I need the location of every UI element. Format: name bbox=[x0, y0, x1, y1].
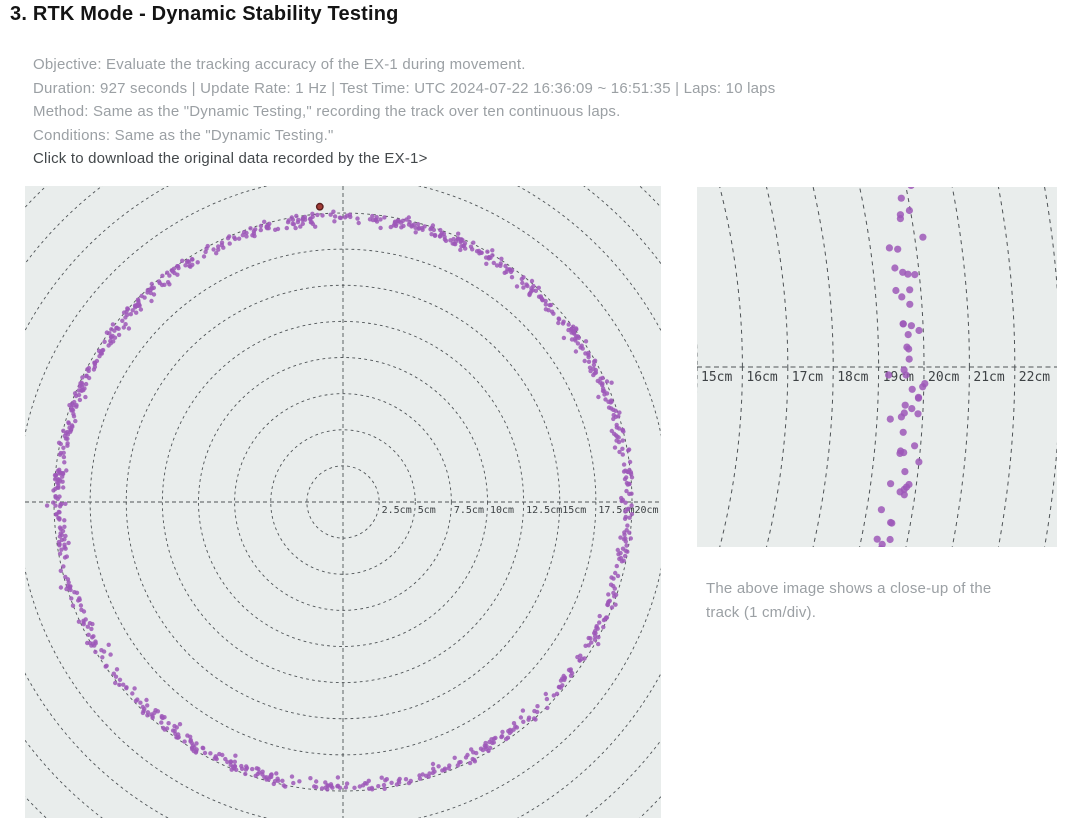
svg-text:17cm: 17cm bbox=[792, 370, 823, 385]
closeup-caption: The above image shows a close-up of the … bbox=[706, 580, 992, 621]
duration-line: Duration: 927 seconds | Update Rate: 1 H… bbox=[33, 79, 776, 97]
svg-text:15cm: 15cm bbox=[701, 370, 732, 385]
download-data-link[interactable]: Click to download the original data reco… bbox=[33, 150, 428, 167]
svg-text:20cm: 20cm bbox=[635, 505, 659, 516]
svg-text:22cm: 22cm bbox=[1019, 370, 1050, 385]
svg-text:15cm: 15cm bbox=[562, 505, 586, 516]
track-scatter-chart: 2.5cm 5cm 7.5cm 10cm 12.5cm 15cm 17.5cm 20cm bbox=[25, 186, 661, 818]
svg-text:20cm: 20cm bbox=[928, 370, 959, 385]
svg-text:16cm: 16cm bbox=[746, 370, 777, 385]
svg-text:5cm: 5cm bbox=[418, 505, 436, 516]
svg-text:12.5cm: 12.5cm bbox=[526, 505, 562, 516]
svg-text:7.5cm: 7.5cm bbox=[454, 505, 484, 516]
section-heading: 3. RTK Mode - Dynamic Stability Testing bbox=[10, 3, 399, 25]
svg-text:10cm: 10cm bbox=[490, 505, 514, 516]
objective-line: Objective: Evaluate the tracking accurac… bbox=[33, 56, 526, 73]
track-closeup-chart: 15cm 16cm 17cm 18cm 19cm 20cm 21cm 22cm bbox=[697, 187, 1057, 547]
test-details: Objective: Evaluate the tracking accurac… bbox=[33, 53, 933, 147]
svg-text:18cm: 18cm bbox=[837, 370, 868, 385]
method-line: Method: Same as the "Dynamic Testing," r… bbox=[33, 103, 621, 120]
svg-text:21cm: 21cm bbox=[973, 370, 1004, 385]
svg-text:17.5cm: 17.5cm bbox=[598, 505, 634, 516]
conditions-line: Conditions: Same as the "Dynamic Testing… bbox=[33, 126, 334, 144]
svg-text:2.5cm: 2.5cm bbox=[382, 505, 412, 516]
